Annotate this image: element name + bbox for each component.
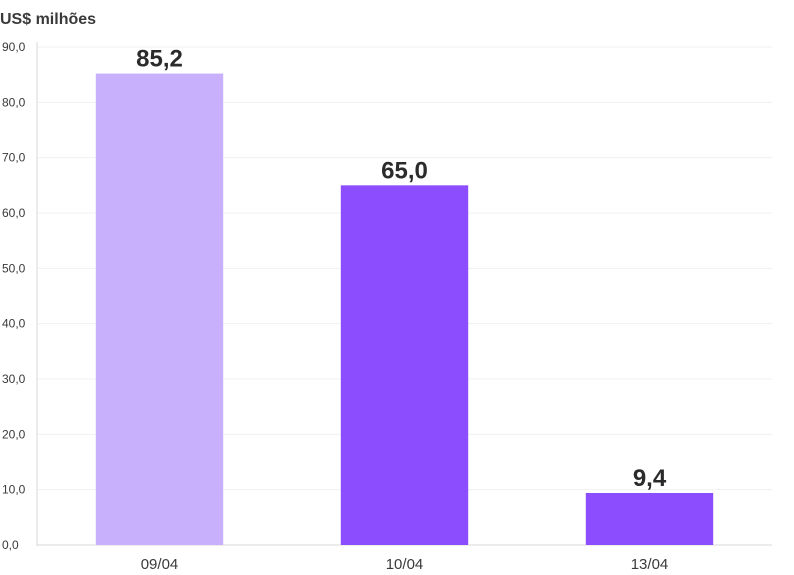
x-axis-ticks: 09/04 10/04 13/04 [141,556,669,573]
bars [95,73,714,546]
y-tick-label: 10,0 [2,483,26,497]
x-tick-label: 09/04 [141,556,179,573]
y-tick-label: 50,0 [2,261,26,275]
bar-2 [340,185,469,546]
data-labels: 85,2 65,0 9,4 [136,46,667,492]
data-label: 65,0 [381,157,428,184]
bar-1 [95,73,224,545]
y-tick-label: 20,0 [2,427,26,441]
y-tick-label: 70,0 [2,151,26,165]
y-axis-ticks: 0,0 10,0 20,0 30,0 40,0 50,0 60,0 70,0 80,0 90,0 [2,40,26,552]
y-tick-label: 80,0 [2,95,26,109]
x-tick-label: 10/04 [386,556,424,573]
y-tick-label: 40,0 [2,317,26,331]
y-axis-unit-label: US$ milhões [0,11,96,28]
data-label: 9,4 [633,465,667,492]
y-tick-label: 60,0 [2,206,26,220]
y-tick-label: 30,0 [2,372,26,386]
y-tick-label: 90,0 [2,40,26,54]
data-label: 85,2 [136,46,183,73]
bar-3 [585,492,714,545]
x-tick-label: 13/04 [631,556,669,573]
y-tick-label: 0,0 [2,538,19,552]
